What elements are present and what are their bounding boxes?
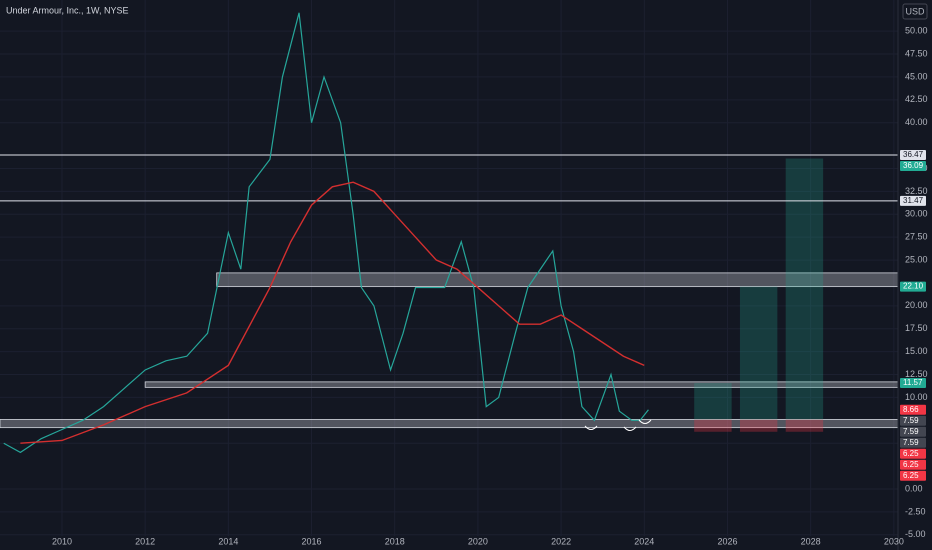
y-tick-label: 10.00	[905, 392, 928, 402]
currency[interactable]: USD	[905, 6, 925, 16]
price-tag-label: 7.59	[903, 427, 919, 436]
x-tick-label: 2022	[551, 536, 571, 546]
price-tag-label: 31.47	[903, 196, 924, 205]
price-tag	[900, 378, 926, 389]
y-tick-label: 30.00	[905, 209, 928, 219]
price-tag-label: 11.57	[903, 378, 923, 387]
price-tag	[900, 281, 926, 292]
y-tick-label: 25.00	[905, 254, 928, 264]
price-tag	[900, 161, 926, 172]
y-tick-label: 17.50	[905, 323, 928, 333]
profit-zone	[739, 286, 778, 420]
price-tag	[900, 195, 926, 206]
loss-zone	[694, 419, 732, 432]
price-tag-label: 36.47	[903, 150, 924, 159]
plot-layer	[0, 12, 899, 454]
y-tick-label: 50.00	[905, 26, 928, 36]
y-tick-label: 40.00	[905, 117, 928, 127]
y-tick-label: 32.50	[905, 186, 928, 196]
y-tick-label: 45.00	[905, 71, 928, 81]
x-tick-label: 2028	[801, 536, 821, 546]
x-tick-label: 2016	[302, 536, 322, 546]
chart-title: Under Armour, Inc., 1W, NYSE	[6, 5, 129, 15]
x-tick-label: 2014	[218, 536, 238, 546]
profit-zone	[785, 158, 824, 420]
price-tag	[900, 150, 926, 161]
y-tick-label: -2.50	[905, 506, 926, 516]
price-tag	[900, 404, 926, 415]
price-tag-label: 8.66	[903, 405, 919, 414]
price-tag-label: 36.09	[903, 161, 924, 170]
price-tag	[900, 437, 926, 448]
price-tag-label: 7.59	[903, 416, 919, 425]
y-tick-label: 20.00	[905, 300, 928, 310]
y-tick-label: 12.50	[905, 369, 928, 379]
y-tick-label: -5.00	[905, 529, 926, 539]
x-tick-label: 2012	[135, 536, 155, 546]
loss-zone	[785, 419, 824, 432]
zone	[144, 381, 899, 388]
price-tag-label: 6.25	[903, 460, 919, 469]
currency-button[interactable]	[902, 3, 928, 20]
price-tag	[900, 448, 926, 459]
bottom-marker	[638, 419, 652, 424]
series-line	[3, 12, 649, 454]
price-tag-label: 6.25	[903, 449, 919, 458]
price-tag	[900, 459, 926, 470]
y-tick-label: 42.50	[905, 94, 928, 104]
x-tick-label: 2030	[884, 536, 904, 546]
x-tick-label: 2020	[468, 536, 488, 546]
price-tag-label: 7.59	[903, 438, 919, 447]
price-tag	[900, 415, 926, 426]
bottom-marker	[623, 426, 637, 431]
y-tick-label: 47.50	[905, 48, 928, 58]
price-tag-label: 22.10	[903, 282, 924, 291]
y-tick-label: 15.00	[905, 346, 928, 356]
x-tick-label: 2018	[385, 536, 405, 546]
x-tick-label: 2010	[52, 536, 72, 546]
loss-zone	[739, 419, 778, 432]
x-tick-label: 2024	[634, 536, 654, 546]
price-tag	[900, 426, 926, 437]
x-tick-label: 2026	[717, 536, 737, 546]
price-tag	[900, 470, 926, 481]
profit-zone	[694, 383, 732, 420]
y-tick-label: 27.50	[905, 232, 928, 242]
y-tick-label: 0.00	[905, 483, 923, 493]
grid-layer	[0, 0, 898, 536]
price-tag-label: 6.25	[903, 471, 919, 480]
axis-layer: -5.00-2.500.005.0010.0012.5015.0017.5020…	[52, 26, 928, 547]
series-line	[20, 181, 645, 444]
bottom-marker	[584, 425, 598, 430]
